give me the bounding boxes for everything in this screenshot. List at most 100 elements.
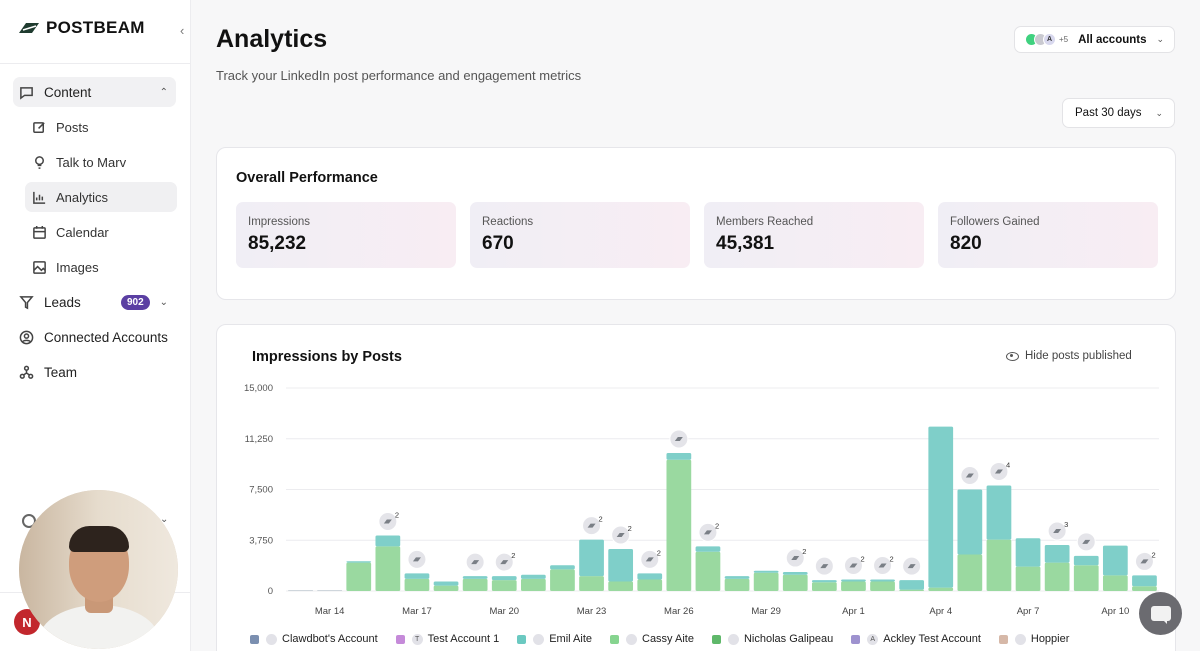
- bar-segment[interactable]: [520, 574, 546, 579]
- legend-item[interactable]: T Test Account 1: [395, 633, 499, 645]
- legend-item[interactable]: A Ackley Test Account: [851, 633, 981, 645]
- bar-segment[interactable]: [375, 546, 401, 591]
- bar-segment[interactable]: [346, 562, 372, 591]
- bar-segment[interactable]: [811, 582, 837, 591]
- bar-segment[interactable]: [579, 576, 604, 591]
- bar-segment[interactable]: [1102, 545, 1128, 576]
- kpi-impressions[interactable]: Impressions 85,232: [236, 202, 456, 268]
- kpi-label: Reactions: [482, 216, 534, 228]
- bar-segment[interactable]: [462, 578, 488, 591]
- bar-segment[interactable]: [375, 535, 401, 547]
- bar-segment[interactable]: [782, 574, 808, 591]
- bar-segment[interactable]: [870, 579, 895, 582]
- bar-segment[interactable]: [666, 459, 692, 591]
- date-range-dropdown[interactable]: Past 30 days ⌄: [1062, 98, 1175, 128]
- legend-item[interactable]: Clawdbot's Account: [250, 633, 378, 645]
- kpi-value: 820: [950, 233, 982, 254]
- legend-item[interactable]: Emil Aite: [517, 633, 592, 645]
- bar-segment[interactable]: [695, 551, 721, 591]
- bar-segment[interactable]: [637, 573, 663, 580]
- impressions-bar-chart: 15,000 11,250 7,500 3,750 0 Mar 14 Mar 17 Mar 2…: [244, 383, 1159, 617]
- bar-segment[interactable]: [520, 578, 546, 591]
- legend-item[interactable]: Nicholas Galipeau: [711, 633, 833, 645]
- post-marker-count: 2: [802, 547, 806, 556]
- sidebar-divider: [0, 63, 191, 64]
- bar-segment[interactable]: [433, 585, 459, 591]
- bar-segment[interactable]: [841, 581, 866, 591]
- chat-support-button[interactable]: [1139, 592, 1182, 635]
- x-tick-label: Mar 20: [489, 606, 519, 617]
- sidebar-item-images[interactable]: Images: [25, 252, 177, 282]
- accounts-dropdown[interactable]: A +5 All accounts ⌄: [1014, 26, 1175, 53]
- bar-segment[interactable]: [753, 572, 779, 591]
- bar-segment[interactable]: [608, 549, 634, 582]
- bar-segment[interactable]: [404, 578, 430, 591]
- bar-segment[interactable]: [550, 569, 575, 591]
- bar-segment[interactable]: [1102, 575, 1128, 591]
- overall-performance-card: Overall Performance Impressions 85,232 R…: [216, 147, 1176, 300]
- bar-segment[interactable]: [695, 546, 721, 552]
- bar-segment[interactable]: [899, 589, 925, 591]
- bar-segment[interactable]: [433, 581, 459, 586]
- bar-segment[interactable]: [841, 579, 866, 582]
- post-marker-icon: [587, 523, 596, 528]
- bar-segment[interactable]: [986, 485, 1012, 540]
- kpi-members-reached[interactable]: Members Reached 45,381: [704, 202, 924, 268]
- bar-segment[interactable]: [870, 581, 895, 591]
- bar-segment[interactable]: [1044, 544, 1070, 563]
- bar-segment[interactable]: [1132, 586, 1157, 591]
- page-title: Analytics: [216, 25, 328, 53]
- bar-segment[interactable]: [928, 426, 954, 588]
- bar-segment[interactable]: [1015, 538, 1041, 567]
- bar-segment[interactable]: [666, 452, 692, 460]
- post-marker-icon: [820, 564, 829, 569]
- sidebar-item-talk-to-marv[interactable]: Talk to Marv: [25, 147, 177, 177]
- collapse-sidebar-icon[interactable]: ‹: [180, 23, 185, 38]
- bar-segment[interactable]: [1073, 565, 1099, 591]
- sidebar-item-connected-accounts[interactable]: Connected Accounts: [13, 322, 176, 352]
- x-tick-label: Mar 29: [751, 606, 781, 617]
- bar-segment[interactable]: [753, 570, 779, 573]
- bar-segment[interactable]: [724, 576, 750, 579]
- kpi-reactions[interactable]: Reactions 670: [470, 202, 690, 268]
- post-marker-icon: [703, 530, 712, 535]
- bar-segment[interactable]: [957, 554, 983, 591]
- legend-item[interactable]: Hoppier: [998, 633, 1070, 645]
- bar-segment[interactable]: [811, 580, 837, 583]
- sidebar-item-team[interactable]: Team: [13, 357, 176, 387]
- sidebar-item-posts[interactable]: Posts: [25, 112, 177, 142]
- bar-segment[interactable]: [986, 539, 1012, 591]
- bar-segment[interactable]: [462, 576, 488, 579]
- bar-segment[interactable]: [782, 572, 808, 575]
- legend-label: Hoppier: [1030, 633, 1070, 645]
- bar-segment[interactable]: [346, 561, 372, 563]
- bar-segment[interactable]: [1073, 555, 1099, 566]
- bar-segment[interactable]: [491, 580, 517, 591]
- bar-segment[interactable]: [1015, 566, 1041, 591]
- bar-segment[interactable]: [579, 539, 604, 577]
- y-tick-label: 7,500: [249, 485, 273, 496]
- brand-logo[interactable]: POSTBEAM: [18, 18, 145, 38]
- page-subtitle: Track your LinkedIn post performance and…: [216, 68, 582, 83]
- chevron-down-icon: ⌄: [1155, 107, 1163, 118]
- legend-item[interactable]: Cassy Aite: [610, 633, 694, 645]
- bar-segment[interactable]: [637, 579, 663, 591]
- bar-segment[interactable]: [957, 489, 983, 555]
- bar-segment[interactable]: [550, 565, 575, 570]
- bar-segment[interactable]: [1132, 575, 1157, 587]
- bar-segment[interactable]: [608, 581, 634, 591]
- sidebar-item-label: Talk to Marv: [56, 154, 127, 170]
- bar-segment[interactable]: [1044, 562, 1070, 591]
- bar-segment[interactable]: [404, 573, 430, 579]
- hide-posts-published-toggle[interactable]: Hide posts published: [1006, 350, 1132, 362]
- sidebar-item-leads[interactable]: Leads 902 ⌄: [13, 287, 176, 317]
- sidebar-item-calendar[interactable]: Calendar: [25, 217, 177, 247]
- sidebar-item-analytics[interactable]: Analytics: [25, 182, 177, 212]
- sidebar-item-content[interactable]: Content ⌃: [13, 77, 176, 107]
- bar-segment[interactable]: [928, 587, 954, 591]
- legend-swatch: [250, 634, 259, 644]
- bar-segment[interactable]: [491, 576, 517, 581]
- bar-segment[interactable]: [724, 578, 750, 591]
- kpi-followers-gained[interactable]: Followers Gained 820: [938, 202, 1158, 268]
- bar-segment[interactable]: [899, 580, 925, 590]
